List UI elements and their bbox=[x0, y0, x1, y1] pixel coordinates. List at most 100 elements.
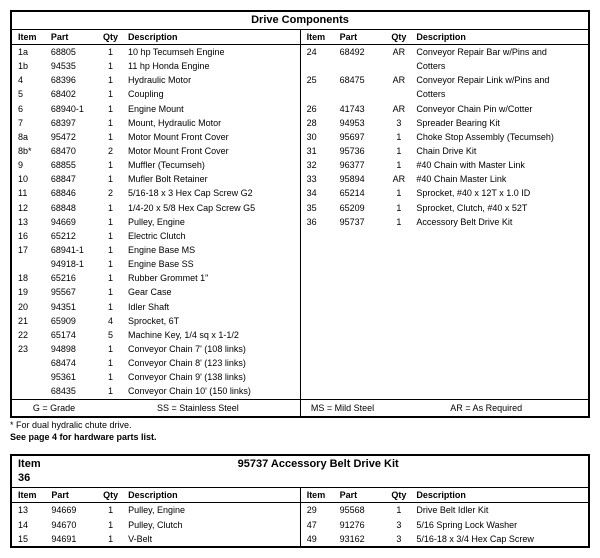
cell: 94670 bbox=[48, 518, 96, 532]
cell bbox=[413, 328, 589, 342]
cell: 6 bbox=[11, 102, 48, 116]
cell bbox=[337, 300, 385, 314]
cell: 68847 bbox=[48, 172, 96, 186]
cell: 5/16 Spring Lock Washer bbox=[413, 518, 589, 532]
hdr2-desc2: Description bbox=[413, 488, 589, 503]
cell: Mount, Hydraulic Motor bbox=[125, 116, 300, 130]
cell: 16 bbox=[11, 229, 48, 243]
cell bbox=[337, 370, 385, 384]
cell bbox=[413, 285, 589, 299]
hdr-item: Item bbox=[11, 29, 48, 44]
cell bbox=[384, 314, 413, 328]
cell bbox=[300, 271, 336, 285]
cell: 1 bbox=[96, 172, 125, 186]
cell: 35 bbox=[300, 201, 336, 215]
cell: Sprocket, #40 x 12T x 1.0 ID bbox=[413, 186, 589, 200]
table-row: 18652161Rubber Grommet 1" bbox=[11, 271, 589, 285]
hdr-part: Part bbox=[48, 29, 96, 44]
cell bbox=[384, 257, 413, 271]
legend-row: G = Grade SS = Stainless Steel MS = Mild… bbox=[11, 399, 589, 417]
cell: 10 bbox=[11, 172, 48, 186]
table-row: 1a68805110 hp Tecumseh Engine2468492ARCo… bbox=[11, 44, 589, 59]
table-row: 23948981Conveyor Chain 7' (108 links) bbox=[11, 342, 589, 356]
cell: 1/4-20 x 5/8 Hex Cap Screw G5 bbox=[125, 201, 300, 215]
hdr-desc: Description bbox=[125, 29, 300, 44]
cell: 68475 bbox=[337, 73, 385, 87]
cell: 65209 bbox=[337, 201, 385, 215]
table-row: 1b94535111 hp Honda EngineCotters bbox=[11, 59, 589, 73]
cell: 36 bbox=[300, 215, 336, 229]
cell bbox=[337, 314, 385, 328]
cell: 1 bbox=[96, 87, 125, 101]
cell: 1 bbox=[96, 44, 125, 59]
kit-title: 95737 Accessory Belt Drive Kit bbox=[48, 455, 589, 488]
cell bbox=[384, 300, 413, 314]
cell: 1 bbox=[96, 243, 125, 257]
cell: Spreader Bearing Kit bbox=[413, 116, 589, 130]
legend-ss: SS = Stainless Steel bbox=[96, 399, 300, 417]
cell bbox=[300, 257, 336, 271]
cell: 1 bbox=[384, 158, 413, 172]
cell bbox=[337, 285, 385, 299]
cell: Drive Belt Idler Kit bbox=[413, 503, 589, 518]
cell bbox=[384, 328, 413, 342]
cell: Machine Key, 1/4 sq x 1-1/2 bbox=[125, 328, 300, 342]
cell: Conveyor Chain Pin w/Cotter bbox=[413, 102, 589, 116]
cell bbox=[384, 356, 413, 370]
cell bbox=[413, 257, 589, 271]
cell bbox=[300, 285, 336, 299]
hdr2-desc: Description bbox=[125, 488, 300, 503]
cell: 21 bbox=[11, 314, 48, 328]
cell: 1 bbox=[96, 384, 125, 399]
cell: 1 bbox=[384, 201, 413, 215]
cell: 1 bbox=[96, 215, 125, 229]
cell: 1 bbox=[384, 130, 413, 144]
table2-header-row: Item Part Qty Description Item Part Qty … bbox=[11, 488, 589, 503]
cell: 94918-1 bbox=[48, 257, 96, 271]
cell bbox=[384, 229, 413, 243]
cell: 95736 bbox=[337, 144, 385, 158]
legend-g: G = Grade bbox=[11, 399, 96, 417]
cell bbox=[300, 87, 336, 101]
cell: Accessory Belt Drive Kit bbox=[413, 215, 589, 229]
cell: 93162 bbox=[337, 532, 385, 547]
cell bbox=[300, 384, 336, 399]
hdr-qty2: Qty bbox=[384, 29, 413, 44]
cell: 94953 bbox=[337, 116, 385, 130]
cell: Engine Base SS bbox=[125, 257, 300, 271]
cell: 3 bbox=[384, 518, 413, 532]
cell: 23 bbox=[11, 342, 48, 356]
cell bbox=[413, 229, 589, 243]
cell: 13 bbox=[11, 215, 48, 229]
cell bbox=[300, 59, 336, 73]
cell: 30 bbox=[300, 130, 336, 144]
cell bbox=[11, 356, 48, 370]
table-row: 14946701Pulley, Clutch479127635/16 Sprin… bbox=[11, 518, 589, 532]
cell: 9 bbox=[11, 158, 48, 172]
cell bbox=[337, 87, 385, 101]
cell: Rubber Grommet 1" bbox=[125, 271, 300, 285]
kit-title-row: Item 36 95737 Accessory Belt Drive Kit bbox=[11, 455, 589, 488]
cell: 1 bbox=[96, 158, 125, 172]
cell: 8a bbox=[11, 130, 48, 144]
cell: Conveyor Chain 8' (123 links) bbox=[125, 356, 300, 370]
cell: Hydraulic Motor bbox=[125, 73, 300, 87]
cell bbox=[11, 384, 48, 399]
cell: 68396 bbox=[48, 73, 96, 87]
cell bbox=[413, 384, 589, 399]
cell bbox=[300, 229, 336, 243]
cell: Engine Mount bbox=[125, 102, 300, 116]
accessory-kit-table: Item 36 95737 Accessory Belt Drive Kit I… bbox=[10, 454, 590, 548]
cell: 3 bbox=[384, 532, 413, 547]
hdr2-item2: Item bbox=[300, 488, 336, 503]
cell: 19 bbox=[11, 285, 48, 299]
table-row: 953611Conveyor Chain 9' (138 links) bbox=[11, 370, 589, 384]
table-row: 94918-11Engine Base SS bbox=[11, 257, 589, 271]
cell: 1 bbox=[96, 102, 125, 116]
cell: 11 bbox=[11, 186, 48, 200]
legend-ms: MS = Mild Steel bbox=[300, 399, 384, 417]
cell: 4 bbox=[96, 314, 125, 328]
cell: Sprocket, Clutch, #40 x 52T bbox=[413, 201, 589, 215]
cell: 13 bbox=[11, 503, 48, 518]
cell: 1 bbox=[96, 229, 125, 243]
